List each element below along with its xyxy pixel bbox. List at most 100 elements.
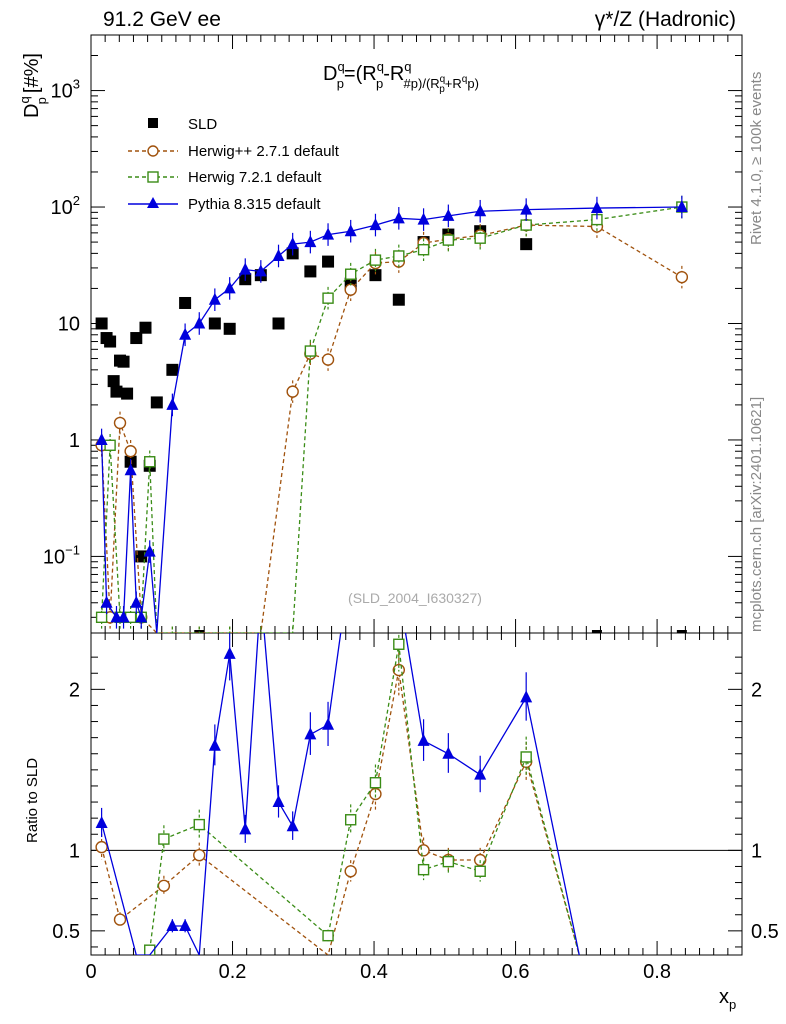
main-point (322, 255, 335, 268)
ratio-point (442, 746, 455, 759)
main-axes: 10−1 1 10 102 103 (43, 34, 742, 633)
main-point-clipped (591, 630, 602, 633)
main-ytick-label: 103 (51, 77, 80, 103)
ratio-point (95, 840, 108, 854)
ratio-point (417, 863, 430, 876)
xtick-label: 0.4 (360, 961, 388, 983)
rivet-label: Rivet 4.1.0, ≥ 100k events (748, 72, 765, 245)
main-point (124, 445, 137, 458)
ratio-point (157, 879, 171, 892)
main-marks (95, 195, 689, 633)
main-series-3 (95, 195, 688, 633)
main-point (166, 397, 179, 410)
main-point (193, 316, 206, 329)
main-point (322, 292, 334, 304)
main-point (223, 281, 236, 294)
ratio-marks (95, 633, 580, 955)
ratio-point (369, 777, 382, 789)
ratio-series-0 (95, 642, 580, 955)
main-point (417, 212, 430, 225)
ratio-point (442, 855, 455, 868)
main-series-line (100, 206, 682, 633)
ratio-point (393, 638, 405, 650)
main-point-clipped (676, 630, 687, 633)
ratio-point (272, 795, 285, 808)
main-point (675, 270, 689, 284)
main-point (304, 345, 317, 357)
main-point (121, 387, 134, 400)
ratio-point (113, 913, 127, 926)
watermark: (SLD_2004_I630327) (348, 590, 482, 606)
main-point (344, 268, 357, 280)
main-point (369, 269, 382, 282)
ratio-ytick-label-right: 0.5 (751, 921, 779, 943)
main-point (124, 463, 137, 476)
legend-herwig7-marker (147, 171, 159, 183)
ratio-ytick-label: 1 (69, 840, 80, 862)
main-point (304, 265, 317, 278)
main-point (208, 292, 221, 305)
ratio-point (344, 814, 357, 826)
main-point (95, 432, 108, 445)
main-point (117, 610, 130, 623)
xtick-label: 0.2 (219, 961, 247, 983)
xtick-label: 0.6 (502, 961, 530, 983)
ratio-point (474, 767, 487, 780)
xtick-label: 0 (85, 961, 96, 983)
main-point (179, 296, 192, 309)
main-point (223, 322, 236, 335)
ratio-point (208, 738, 221, 751)
main-point (113, 416, 127, 430)
ratio-point (239, 822, 252, 835)
main-point (107, 375, 120, 388)
main-point-clipped (194, 630, 205, 633)
main-point (179, 327, 192, 340)
x-axis-label: xp (719, 986, 736, 1012)
ratio-point (322, 929, 334, 942)
main-y-label: Dq p[#%] (17, 53, 49, 118)
main-ytick-label: 10−1 (43, 542, 80, 568)
main-ytick-label: 10 (58, 313, 80, 335)
svg-text:Dqp=(Rqp-Rq#p)/(Rqp+Rqp): Dq p=(Rq p-Rq #p)/(Rq p+Rqp) (323, 59, 479, 95)
ratio-point (417, 844, 430, 857)
mcplots-label: mcplots.cern.ch [arXiv:2401.10621] (748, 397, 765, 632)
main-point (322, 227, 335, 240)
svg-text:Dqp[#%]: Dq p[#%] (17, 53, 49, 118)
header-right: γ*/Z (Hadronic) (595, 8, 736, 31)
main-point (675, 200, 688, 213)
main-point (135, 610, 148, 623)
ratio-point (473, 853, 487, 867)
ratio-series-line (100, 669, 580, 955)
main-point (520, 202, 533, 215)
main-point (344, 283, 357, 296)
ratio-ytick-label: 2 (69, 679, 80, 701)
main-point (95, 317, 108, 330)
main-series-1 (95, 213, 689, 633)
ratio-ytick-label-right: 2 (751, 679, 762, 701)
legend-sld-label: SLD (188, 116, 217, 133)
ratio-point (304, 727, 317, 740)
main-point (417, 244, 430, 256)
main-point (150, 396, 163, 409)
main-point (321, 353, 335, 366)
main-point (104, 335, 117, 348)
main-point (304, 235, 317, 248)
main-point (130, 332, 143, 345)
legend-herwigpp-marker (147, 145, 159, 157)
main-point (369, 254, 382, 266)
main-point (117, 355, 130, 368)
main-title: Dq p=(Rq p-Rq #p)/(Rq p+Rqp) (323, 59, 479, 95)
legend-pythia-marker (147, 197, 159, 208)
ratio-point (158, 833, 170, 845)
main-point (166, 363, 179, 376)
main-series-line (100, 206, 682, 633)
ratio-point (322, 717, 335, 730)
main-point (369, 218, 382, 231)
main-series-0 (95, 225, 687, 633)
ratio-point (166, 919, 179, 932)
main-point (520, 238, 533, 251)
main-series-line (100, 224, 683, 633)
ratio-ytick-label: 0.5 (52, 921, 80, 943)
